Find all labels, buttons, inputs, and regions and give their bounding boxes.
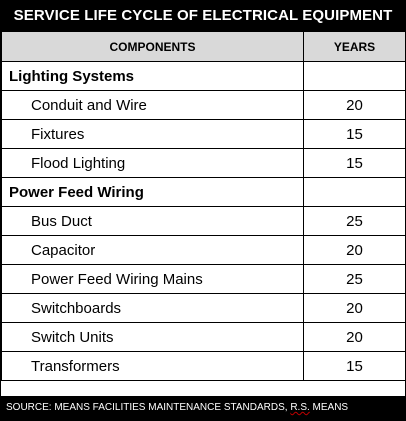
years-value: 20 [303,235,406,265]
source-footer: SOURCE: MEANS FACILITIES MAINTENANCE STA… [1,396,405,420]
section-row-power-feed-wiring: Power Feed Wiring [1,177,406,207]
years-column-header: YEARS [303,31,406,62]
source-author: R.S. [290,402,310,413]
component-name: Transformers [1,351,304,381]
component-name: Switchboards [1,293,304,323]
service-life-table: COMPONENTS YEARS Lighting Systems Condui… [1,31,406,381]
years-value: 20 [303,322,406,352]
section-heading: Power Feed Wiring [1,177,304,207]
source-prefix: SOURCE: MEANS FACILITIES MAINTENANCE STA… [6,402,291,413]
years-value: 15 [303,148,406,178]
source-suffix: MEANS [309,402,349,413]
section-years-cell [303,61,406,91]
table-row: Flood Lighting 15 [1,148,406,178]
table-row: Bus Duct 25 [1,206,406,236]
section-years-cell [303,177,406,207]
years-value: 20 [303,293,406,323]
years-value: 25 [303,264,406,294]
components-column-header: COMPONENTS [1,31,304,62]
table-row: Transformers 15 [1,351,406,381]
header-row: COMPONENTS YEARS [1,31,406,62]
table-row: Switch Units 20 [1,322,406,352]
section-row-lighting-systems: Lighting Systems [1,61,406,91]
years-value: 25 [303,206,406,236]
table-row: Fixtures 15 [1,119,406,149]
table-title: SERVICE LIFE CYCLE OF ELECTRICAL EQUIPME… [1,1,405,31]
table-row: Switchboards 20 [1,293,406,323]
component-name: Conduit and Wire [1,90,304,120]
component-name: Capacitor [1,235,304,265]
section-heading: Lighting Systems [1,61,304,91]
years-value: 15 [303,119,406,149]
years-value: 15 [303,351,406,381]
table-row: Power Feed Wiring Mains 25 [1,264,406,294]
component-name: Power Feed Wiring Mains [1,264,304,294]
component-name: Fixtures [1,119,304,149]
component-name: Switch Units [1,322,304,352]
component-name: Bus Duct [1,206,304,236]
component-name: Flood Lighting [1,148,304,178]
table-row: Conduit and Wire 20 [1,90,406,120]
years-value: 20 [303,90,406,120]
table-row: Capacitor 20 [1,235,406,265]
